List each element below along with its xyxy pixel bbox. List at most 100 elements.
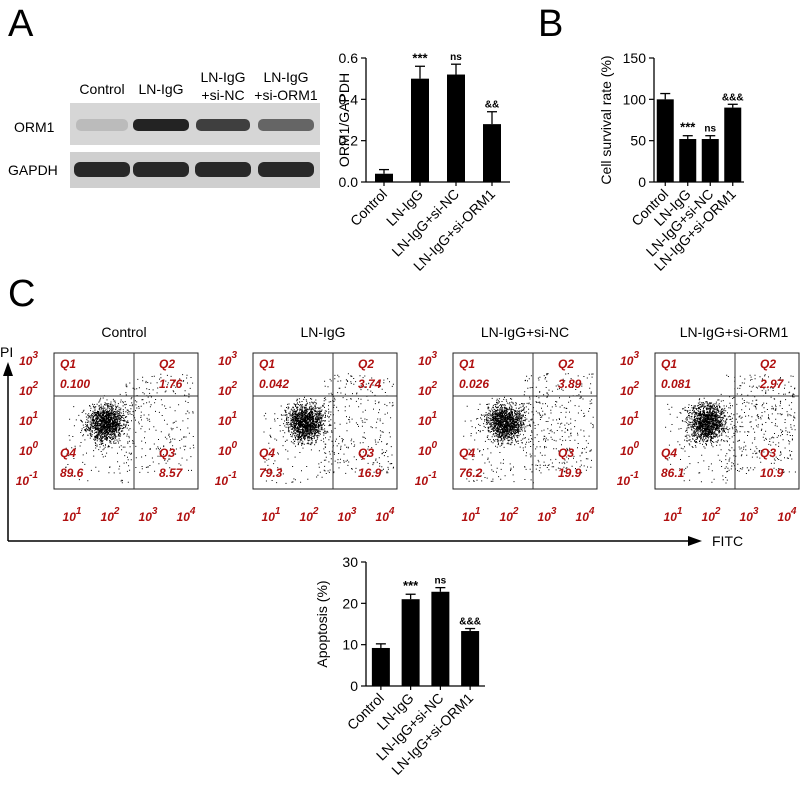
gapdh-band: [258, 162, 314, 177]
significance-label: &&&: [459, 617, 481, 628]
flow-plot-title: LN-IgG+si-NC: [481, 324, 569, 340]
quadrant-name: Q2: [558, 357, 574, 371]
x-tick-label: 104: [376, 506, 395, 524]
quadrant-name: Q3: [760, 446, 776, 460]
x-tick-label: 104: [576, 506, 595, 524]
y-tick-label: 101: [218, 410, 237, 428]
quadrant-value-q4: 89.6: [60, 466, 84, 480]
row-label-orm1: ORM1: [14, 119, 55, 135]
orm1-band: [196, 119, 250, 131]
bar: [656, 99, 674, 182]
y-tick-label: 0.6: [339, 50, 359, 66]
x-tick-label: 103: [740, 506, 759, 524]
significance-label: &&&: [722, 92, 744, 103]
y-tick-label: 102: [418, 380, 437, 398]
quadrant-name: Q3: [159, 446, 175, 460]
y-tick-label: 102: [218, 380, 237, 398]
x-tick-label: 102: [702, 506, 721, 524]
quadrant-name: Q1: [459, 357, 475, 371]
flow-plot-title: LN-IgG: [300, 324, 345, 340]
bar: [431, 591, 450, 686]
fitc-axis-label: FITC: [712, 533, 743, 549]
quadrant-value-q4: 76.2: [459, 466, 483, 480]
y-tick-label: 100: [218, 440, 237, 458]
flow-cytometry-plots: Control Q1 0.100 Q2 1.76 Q4 89.6 Q3 8.57 103 102 10…: [16, 324, 800, 524]
pi-axis-label: PI: [0, 344, 13, 360]
y-tick-label: 100: [623, 91, 647, 107]
y-tick-label: 10: [342, 637, 358, 653]
bar: [447, 74, 465, 182]
bar: [483, 124, 501, 182]
y-tick-label: 10-1: [215, 470, 238, 488]
flow-plot-frame: [53, 352, 199, 490]
y-tick-label: 0: [350, 678, 358, 694]
quadrant-name: Q2: [760, 357, 776, 371]
quadrant-value-q4: 79.3: [259, 466, 283, 480]
quadrant-value-q3: 19.9: [558, 466, 582, 480]
quadrant-value-q2: 3.89: [558, 377, 582, 391]
x-tick-label: Control: [347, 186, 390, 229]
fitc-axis-arrowhead: [688, 536, 702, 546]
flow-event-dots: [263, 373, 394, 484]
panel-label-a: A: [8, 3, 34, 45]
x-tick-label: 101: [63, 506, 82, 524]
y-tick-label: 150: [623, 50, 647, 66]
y-axis-label: Cell survival rate (%): [598, 55, 614, 184]
y-tick-label: 102: [620, 380, 639, 398]
y-tick-label: 10-1: [415, 470, 438, 488]
gapdh-band: [74, 162, 130, 177]
lane-label: LN-IgG: [200, 69, 245, 85]
y-tick-label: 103: [19, 350, 38, 368]
significance-label: ***: [412, 50, 428, 65]
x-tick-label: 101: [262, 506, 281, 524]
orm1-gapdh-bar-chart: 0.00.20.40.6ORM1/GAPDHControl***LN-IgGns…: [336, 50, 510, 274]
row-label-gapdh: GAPDH: [8, 162, 58, 178]
x-tick-label: 104: [177, 506, 196, 524]
x-tick-label: 101: [664, 506, 683, 524]
y-axis-label: Apoptosis (%): [314, 580, 330, 667]
y-tick-label: 100: [418, 440, 437, 458]
y-tick-label: 10-1: [617, 470, 640, 488]
x-tick-label: 101: [462, 506, 481, 524]
quadrant-name: Q1: [661, 357, 677, 371]
x-tick-label: 102: [300, 506, 319, 524]
orm1-band: [258, 119, 314, 131]
lane-label: +si-NC: [201, 87, 244, 103]
x-tick-label: 103: [338, 506, 357, 524]
bar: [679, 139, 697, 182]
y-tick-label: 101: [418, 410, 437, 428]
quadrant-name: Q2: [159, 357, 175, 371]
quadrant-value-q3: 16.9: [358, 466, 382, 480]
y-tick-label: 102: [19, 380, 38, 398]
quadrant-name: Q1: [259, 357, 275, 371]
flow-event-dots: [665, 374, 796, 484]
quadrant-name: Q3: [358, 446, 374, 460]
y-tick-label: 50: [630, 133, 646, 149]
flow-axes: PI FITC: [0, 344, 743, 549]
flow-plot-title: LN-IgG+si-ORM1: [680, 324, 789, 340]
panel-label-c: C: [8, 273, 35, 315]
y-tick-label: 100: [620, 440, 639, 458]
significance-label: &&: [485, 100, 499, 111]
bar: [375, 173, 393, 182]
quadrant-name: Q2: [358, 357, 374, 371]
pi-axis-arrowhead: [3, 362, 13, 376]
y-axis-label: ORM1/GAPDH: [336, 73, 352, 167]
quadrant-value-q3: 10.9: [760, 466, 784, 480]
bar: [371, 647, 390, 686]
lane-label: Control: [79, 81, 124, 97]
y-tick-label: 103: [620, 350, 639, 368]
gapdh-band: [195, 162, 251, 177]
quadrant-value-q2: 2.97: [759, 377, 785, 391]
lane-label: LN-IgG: [138, 81, 183, 97]
quadrant-name: Q4: [60, 446, 76, 460]
gapdh-band: [133, 162, 189, 177]
western-blot: Control LN-IgG LN-IgG +si-NC LN-IgG +si-ORM1 O…: [8, 69, 320, 188]
y-tick-label: 101: [620, 410, 639, 428]
significance-label: ns: [450, 52, 462, 63]
bar: [401, 599, 420, 686]
y-tick-label: 0.4: [339, 91, 359, 107]
y-tick-label: 10-1: [16, 470, 39, 488]
